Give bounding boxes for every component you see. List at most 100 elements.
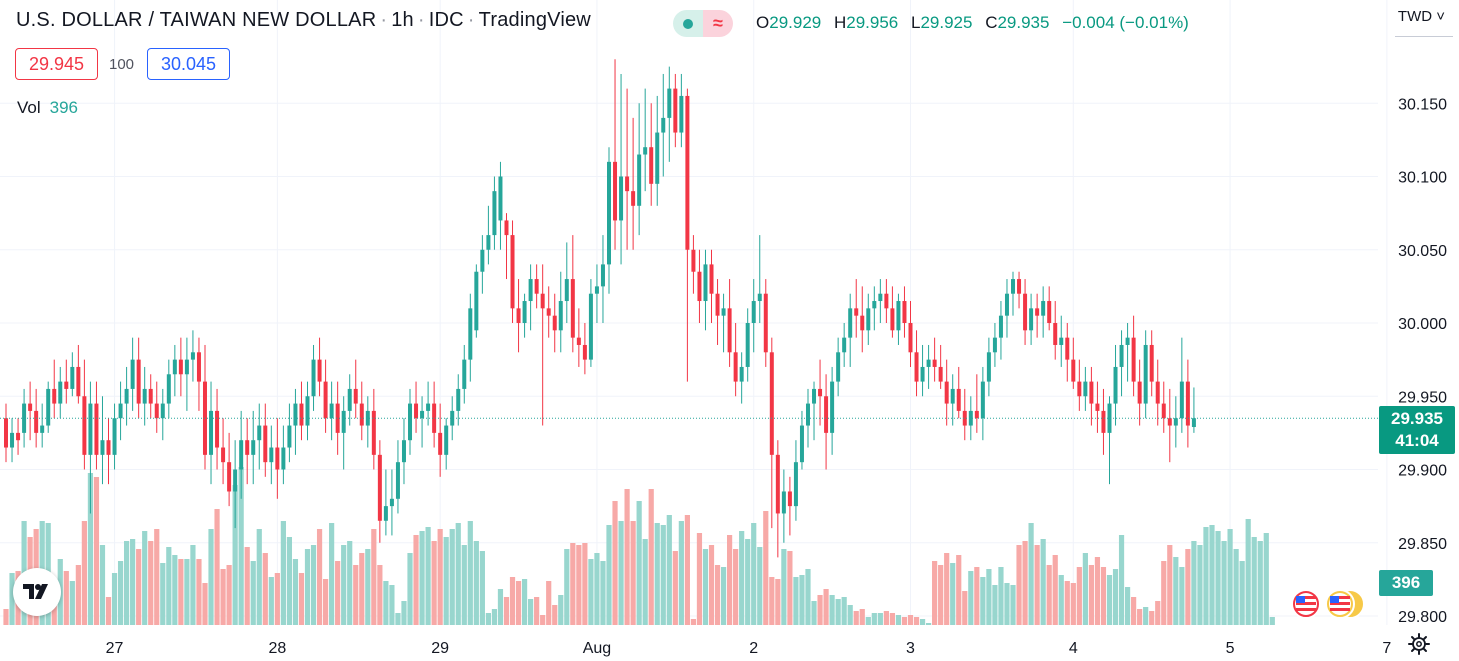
candle: [842, 323, 847, 367]
candle: [998, 301, 1003, 360]
volume-bar: [781, 549, 787, 625]
candle: [383, 469, 388, 536]
candle-body: [347, 388, 352, 411]
volume-bar: [425, 527, 431, 625]
volume-bar: [280, 521, 286, 625]
volume-bar: [401, 601, 407, 625]
candle-body: [968, 410, 973, 426]
candle: [1095, 381, 1100, 433]
volume-bar: [389, 585, 395, 625]
currency-selector[interactable]: TWD ˅: [1397, 8, 1445, 25]
market-open-icon[interactable]: [673, 10, 703, 37]
delayed-data-icon[interactable]: ≈: [703, 10, 733, 37]
candle-body: [510, 235, 515, 309]
time-axis[interactable]: 27 28 29 Aug 2 3 4 5 7: [106, 640, 1392, 657]
candle: [221, 418, 226, 485]
bar-countdown: 41:04: [1395, 431, 1439, 450]
candle-body: [1089, 381, 1094, 404]
candle: [1125, 323, 1130, 382]
volume-bar: [256, 529, 262, 625]
candle: [588, 279, 593, 367]
price-tick-label: 29.800: [1398, 609, 1447, 626]
us-flag-icon[interactable]: [1291, 589, 1321, 619]
candle-body: [607, 161, 611, 265]
candle: [16, 418, 21, 455]
candle-body: [365, 410, 370, 426]
sell-button[interactable]: 29.945: [15, 48, 98, 80]
candle-body: [1155, 381, 1160, 404]
volume-legend[interactable]: Vol 396: [17, 98, 78, 118]
candle-body: [178, 359, 183, 375]
candle: [474, 264, 479, 338]
volume-bar: [1022, 541, 1028, 625]
interval[interactable]: 1h: [391, 9, 414, 31]
volume-bar: [473, 541, 479, 625]
data-source: IDC: [428, 9, 464, 31]
volume-bar: [485, 613, 491, 625]
candle: [703, 249, 708, 331]
candle-body: [1167, 418, 1172, 426]
candle-body: [1095, 403, 1100, 411]
candle: [70, 352, 75, 397]
buy-button[interactable]: 30.045: [147, 48, 230, 80]
candle-body: [1101, 410, 1106, 433]
candle: [4, 403, 8, 463]
volume-value: 396: [49, 98, 79, 117]
candle: [395, 440, 400, 514]
candle-body: [739, 366, 744, 382]
candle: [968, 396, 973, 441]
volume-bar: [515, 581, 522, 625]
candle: [1179, 337, 1184, 433]
candle-body: [221, 447, 226, 463]
candle-body: [383, 506, 388, 521]
candle: [46, 381, 51, 433]
candle-body: [848, 308, 853, 338]
volume-bar: [136, 549, 142, 625]
candle: [986, 337, 991, 397]
candle-body: [600, 264, 605, 287]
volume-bar: [630, 521, 636, 625]
candle-body: [299, 403, 304, 426]
candle: [94, 381, 99, 470]
candle: [239, 410, 244, 499]
candle: [450, 396, 455, 441]
volume-bar: [1082, 553, 1088, 625]
volume-bar: [1052, 555, 1058, 625]
candle-body: [4, 418, 8, 448]
candle: [1041, 286, 1046, 338]
volume-bar: [763, 511, 769, 625]
volume-bar: [938, 565, 944, 625]
gear-icon[interactable]: [1407, 632, 1431, 656]
candle-body: [389, 498, 394, 507]
volume-bar: [142, 531, 148, 625]
market-status-toggle[interactable]: ≈: [673, 10, 733, 37]
price-axis[interactable]: 29.800 29.850 29.900 29.950 30.000 30.050 30.1…: [1398, 96, 1447, 626]
candle: [426, 381, 431, 426]
us-flag-icon[interactable]: [1325, 589, 1365, 619]
candle: [649, 103, 654, 206]
volume-bar: [190, 545, 196, 625]
candle-body: [456, 388, 461, 411]
volume-bar: [986, 569, 992, 625]
volume-bar: [594, 553, 600, 625]
event-flags[interactable]: [1291, 589, 1365, 619]
volume-bar: [980, 577, 986, 625]
volume-bar: [540, 615, 546, 625]
candle: [269, 425, 274, 485]
volume-bar: [1203, 527, 1209, 625]
price-tick-label: 30.150: [1398, 96, 1447, 113]
symbol-name[interactable]: U.S. DOLLAR / TAIWAN NEW DOLLAR: [16, 9, 377, 31]
volume-bar: [865, 617, 871, 625]
candle-body: [335, 403, 340, 433]
candle-body: [209, 410, 214, 455]
volume-bar: [956, 555, 962, 625]
candle: [196, 337, 201, 411]
volume-bar: [552, 605, 558, 625]
tradingview-logo-icon[interactable]: [13, 568, 61, 616]
volume-bar: [1227, 529, 1233, 625]
volume-bar: [1112, 569, 1119, 625]
volume-bar: [286, 537, 293, 625]
candle-body: [793, 462, 798, 507]
volume-bar: [1221, 541, 1227, 625]
